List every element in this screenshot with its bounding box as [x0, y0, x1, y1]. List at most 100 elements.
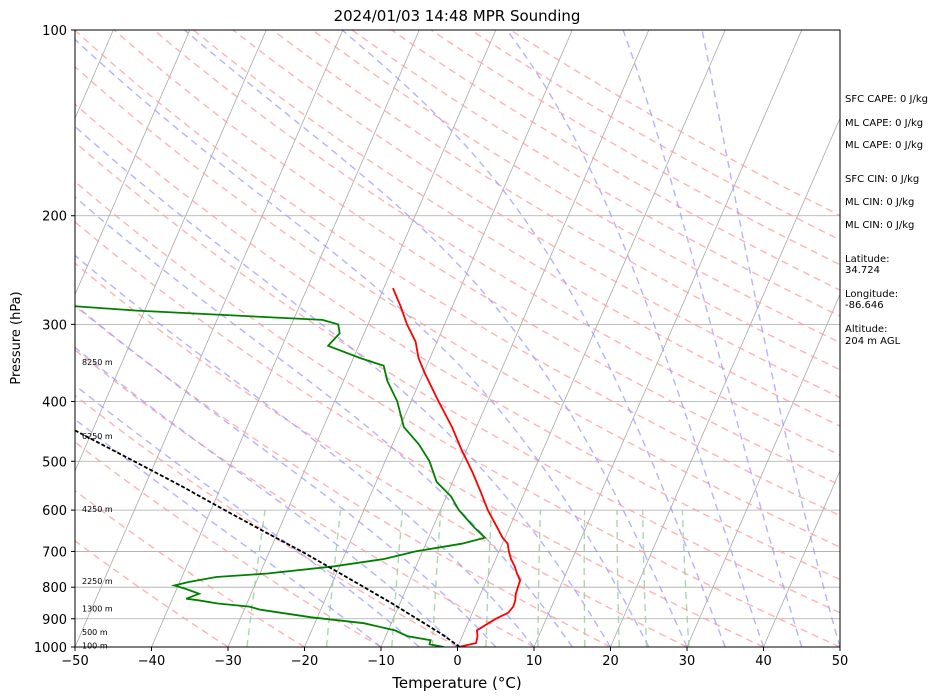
- mixing-ratio-line: [325, 510, 342, 647]
- reference-grid: [75, 30, 840, 647]
- isotherm-line: [457, 30, 726, 647]
- moist-adiabat-line: [184, 30, 688, 647]
- sfc-cin-text: SFC CIN: 0 J/kg: [845, 174, 919, 185]
- height-labels: 8250 m 6250 m 4250 m 2250 m 1300 m 500 m 100 m: [82, 358, 113, 651]
- moist-adiabat-line: [506, 30, 765, 647]
- isotherm-line: [75, 30, 344, 647]
- isotherm-line: [380, 30, 650, 647]
- dry-adiabat-line: [75, 141, 840, 614]
- height-label: 500 m: [82, 628, 108, 637]
- dry-adiabat-line: [113, 30, 840, 486]
- mixing-ratio-line: [391, 510, 404, 647]
- x-tick-label: −20: [291, 654, 318, 669]
- chart-title: 2024/01/03 14:48 MPR Sounding: [334, 7, 581, 25]
- y-tick-label: 400: [42, 395, 67, 410]
- x-tick-label: 0: [453, 654, 461, 669]
- series-line-2: [75, 429, 461, 647]
- altitude-value: 204 m AGL: [845, 336, 901, 347]
- x-tick-label: 10: [526, 654, 543, 669]
- moist-adiabat-line: [75, 346, 458, 647]
- ml-cape-text-1: ML CAPE: 0 J/kg: [845, 118, 923, 129]
- dry-adiabat-line: [75, 262, 688, 647]
- isotherm-line: [151, 30, 420, 647]
- latitude-value: 34.724: [845, 265, 880, 276]
- moist-adiabat-line: [75, 384, 420, 647]
- dry-adiabat-line: [232, 30, 840, 399]
- height-label: 6250 m: [82, 432, 113, 441]
- mixing-ratio-line: [246, 510, 266, 647]
- longitude-label: Longitude:: [845, 289, 898, 300]
- dry-adiabat-line: [75, 65, 840, 548]
- moist-adiabat-line: [75, 196, 573, 647]
- dry-adiabat-line: [75, 441, 382, 647]
- dry-adiabat-line: [193, 30, 840, 427]
- y-tick-label: 1000: [34, 641, 67, 656]
- isotherm-line: [75, 30, 191, 296]
- x-tick-label: 40: [755, 654, 772, 669]
- x-tick-label: 50: [832, 654, 849, 669]
- dry-adiabat-line: [75, 221, 764, 647]
- dry-adiabat-line: [430, 30, 840, 266]
- x-tick-label: −10: [367, 654, 394, 669]
- mixing-ratio-line: [485, 510, 493, 647]
- x-tick-label: 20: [602, 654, 619, 669]
- isotherm-line: [227, 30, 497, 647]
- dry-adiabat-line: [470, 30, 840, 241]
- dry-adiabat-line: [75, 180, 840, 647]
- x-tick-label: −50: [61, 654, 88, 669]
- dry-adiabat-line: [75, 349, 535, 647]
- y-tick-label: 300: [42, 318, 67, 333]
- isotherm-line: [304, 30, 573, 647]
- dry-adiabat-line: [75, 30, 840, 517]
- height-label: 2250 m: [82, 577, 113, 586]
- dry-adiabat-line: [153, 30, 840, 456]
- y-tick-label: 900: [42, 613, 67, 628]
- y-tick-label: 500: [42, 455, 67, 470]
- isotherm-line: [75, 30, 267, 472]
- y-tick-label: 200: [42, 210, 67, 225]
- height-label: 100 m: [82, 642, 108, 651]
- moist-adiabat-line: [622, 30, 803, 647]
- mixing-ratio-line: [616, 510, 620, 647]
- dry-adiabat-line: [510, 30, 840, 217]
- side-panel: SFC CAPE: 0 J/kg ML CAPE: 0 J/kg ML CAPE…: [845, 94, 928, 347]
- moist-adiabat-line: [75, 125, 612, 647]
- isotherm-line: [763, 469, 840, 647]
- mixing-ratio-line: [537, 510, 542, 647]
- ml-cin-text-2: ML CIN: 0 J/kg: [845, 220, 914, 231]
- mixing-ratio-line: [681, 510, 690, 647]
- height-label: 8250 m: [82, 358, 113, 367]
- dry-adiabat-line: [351, 30, 840, 317]
- altitude-label: Altitude:: [845, 324, 887, 335]
- isotherm-line: [610, 117, 840, 647]
- longitude-value: -86.646: [845, 300, 884, 311]
- y-axis-title: Pressure (hPa): [9, 291, 24, 384]
- ml-cin-text-1: ML CIN: 0 J/kg: [845, 197, 914, 208]
- series-line-0: [392, 287, 522, 647]
- y-tick-label: 600: [42, 504, 67, 519]
- dry-adiabat-line: [75, 539, 229, 647]
- dry-adiabat-line: [311, 30, 840, 344]
- isotherm-line: [686, 293, 840, 647]
- isotherm-line: [533, 30, 803, 647]
- moist-adiabat-line: [75, 304, 497, 647]
- mixing-ratio-line: [642, 510, 648, 647]
- latitude-label: Latitude:: [845, 254, 890, 265]
- ml-cape-text-2: ML CAPE: 0 J/kg: [845, 140, 923, 151]
- height-label: 1300 m: [82, 604, 113, 613]
- y-tick-label: 700: [42, 545, 67, 560]
- moist-adiabat-line: [75, 418, 382, 647]
- mixing-ratio-line: [583, 510, 586, 647]
- axis-ticks: −50 −40 −30 −20 −10 0 10 20 30 40 50 100 200 300 400 50…: [34, 24, 848, 669]
- x-axis-title: Temperature (°C): [391, 674, 521, 692]
- y-tick-label: 800: [42, 581, 67, 596]
- moist-adiabat-line: [75, 38, 650, 647]
- data-series: [75, 287, 522, 647]
- sfc-cape-text: SFC CAPE: 0 J/kg: [845, 94, 928, 105]
- x-tick-label: −40: [138, 654, 165, 669]
- x-tick-label: 30: [679, 654, 696, 669]
- x-tick-label: −30: [214, 654, 241, 669]
- y-tick-label: 100: [42, 24, 67, 39]
